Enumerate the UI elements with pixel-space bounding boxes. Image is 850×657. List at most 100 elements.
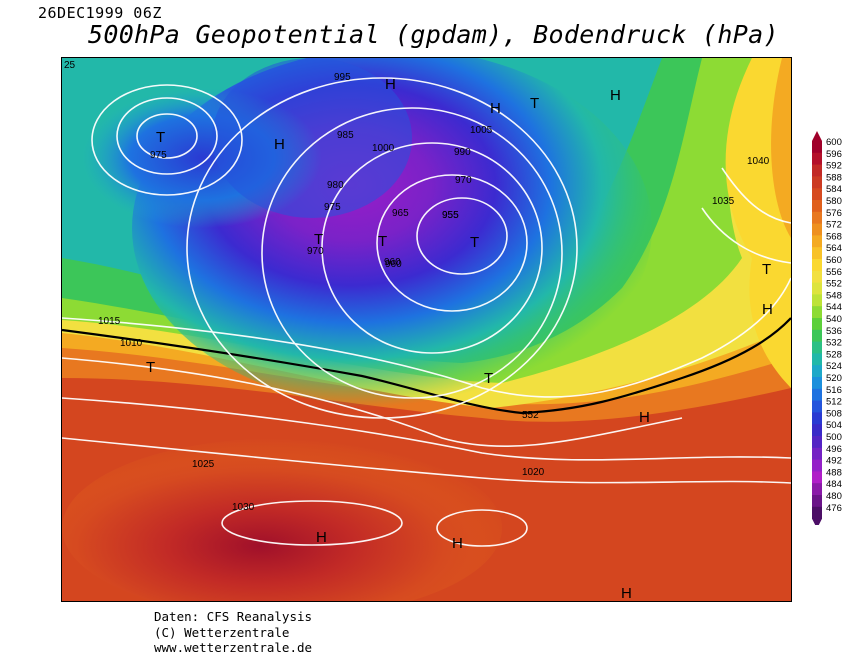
isobar-label: 980 <box>327 180 344 191</box>
legend-color-swatch <box>812 164 822 177</box>
low-center-marker: T <box>484 370 493 387</box>
legend-canvas: 6005965925885845805765725685645605565525… <box>812 131 842 525</box>
legend-bottom-arrow <box>812 518 822 525</box>
legend-value-label: 500 <box>826 432 842 443</box>
low-center-marker: T <box>146 359 155 376</box>
legend-color-swatch <box>812 341 822 354</box>
high-center-marker: H <box>621 585 632 601</box>
legend-color-swatch <box>812 235 822 248</box>
high-center-marker: H <box>490 100 501 117</box>
low-center-value: 975 <box>150 150 167 161</box>
date-time-label: 26DEC1999 06Z <box>38 4 162 22</box>
isobar-label: 1025 <box>192 459 215 470</box>
isobar-label: 552 <box>522 410 539 421</box>
low-center-marker: T <box>378 233 387 250</box>
legend-color-swatch <box>812 377 822 390</box>
legend-color-swatch <box>812 353 822 366</box>
legend-color-swatch <box>812 152 822 166</box>
chart-title: 500hPa Geopotential (gpdam), Bodendruck … <box>88 20 779 49</box>
low-center-marker: T <box>156 129 165 146</box>
legend-color-swatch <box>812 388 822 402</box>
legend-value-label: 580 <box>826 196 842 207</box>
legend-color-swatch <box>812 506 822 520</box>
legend-color-swatch <box>812 483 822 496</box>
data-source-text: Daten: CFS Reanalysis <box>154 609 313 624</box>
high-center-marker: H <box>316 529 327 546</box>
high-center-marker: H <box>385 76 396 93</box>
legend-color-swatch <box>812 318 822 331</box>
legend-color-swatch <box>812 270 822 284</box>
legend-color-swatch <box>812 200 822 213</box>
legend-value-label: 572 <box>826 220 842 231</box>
isobar-label: 985 <box>337 130 354 141</box>
low-center-marker: T <box>530 95 539 112</box>
high-center-marker: H <box>274 136 285 153</box>
isobar-label: 1040 <box>747 156 770 167</box>
legend-value-label: 600 <box>826 137 842 148</box>
isobar-labels: 25 1015 1010 1005 1000 990 985 980 975 9… <box>64 60 770 513</box>
legend-color-swatch <box>812 176 822 189</box>
legend-value-label: 532 <box>826 338 842 349</box>
legend-value-label: 548 <box>826 290 842 301</box>
legend-value-label: 540 <box>826 314 842 325</box>
high-center-marker: H <box>452 535 463 552</box>
isobar-label: 965 <box>392 208 409 219</box>
isobar-label: 960 <box>384 257 401 268</box>
isobar-label: 995 <box>334 72 351 83</box>
isobar-label: 955 <box>442 210 459 221</box>
low-center-marker: T <box>762 261 771 278</box>
legend-value-label: 584 <box>826 184 842 195</box>
footer-credits: Daten: CFS Reanalysis (C) Wetterzentrale… <box>154 609 312 656</box>
legend-color-swatch <box>812 282 822 295</box>
legend-color-swatch <box>812 436 822 449</box>
legend-color-swatch <box>812 294 822 307</box>
legend-value-label: 484 <box>826 479 842 490</box>
isobar-label: 1010 <box>120 338 143 349</box>
pressure-centers: T 975 H H H T H T 970 T 960 T 955 T T H … <box>146 76 773 601</box>
legend-color-swatch <box>812 223 822 236</box>
high-center-marker: H <box>639 409 650 426</box>
high-center-marker: H <box>610 87 621 104</box>
legend-color-swatch <box>812 247 822 260</box>
legend-color-swatch <box>812 259 822 272</box>
legend-color-swatch <box>812 459 822 472</box>
legend-value-label: 516 <box>826 385 842 396</box>
isobar-label: 1015 <box>98 316 121 327</box>
isobar-label: 1000 <box>372 143 395 154</box>
legend-value-label: 564 <box>826 243 842 254</box>
legend-color-swatch <box>812 188 822 201</box>
isobar-label: 1005 <box>470 125 493 136</box>
legend-color-swatch <box>812 412 822 425</box>
map-canvas: 25 1015 1010 1005 1000 990 985 980 975 9… <box>62 58 791 601</box>
legend-value-label: 592 <box>826 161 842 172</box>
legend-color-swatch <box>812 211 822 225</box>
legend-value-label: 528 <box>826 349 842 360</box>
legend-value-label: 492 <box>826 456 842 467</box>
legend-value-label: 576 <box>826 208 842 219</box>
isobar-label: 970 <box>455 175 472 186</box>
legend-value-label: 588 <box>826 172 842 183</box>
legend-value-label: 544 <box>826 302 842 313</box>
high-center-marker: H <box>762 301 773 318</box>
legend-color-swatch <box>812 424 822 437</box>
legend-value-label: 596 <box>826 149 842 160</box>
isobar-label: 990 <box>454 147 471 158</box>
color-scale-legend: 600 596 592 588 584 580 576 572 568 564 560 556 552 5… <box>812 130 850 525</box>
copyright-text: (C) Wetterzentrale <box>154 624 290 640</box>
legend-value-label: 508 <box>826 408 842 419</box>
legend-value-label: 552 <box>826 279 842 290</box>
low-center-value: 960 <box>385 259 402 270</box>
isobar-label: 1030 <box>232 502 255 513</box>
legend-color-swatch <box>812 306 822 319</box>
legend-color-swatch <box>812 400 822 413</box>
isobar-label: 975 <box>324 202 341 213</box>
legend-value-label: 524 <box>826 361 842 372</box>
legend-value-label: 488 <box>826 467 842 478</box>
legend-value-label: 520 <box>826 373 842 384</box>
legend-value-label: 560 <box>826 255 842 266</box>
legend-value-label: 480 <box>826 491 842 502</box>
legend-color-swatch <box>812 447 822 461</box>
isobar-label: 25 <box>64 60 76 71</box>
legend-value-label: 556 <box>826 267 842 278</box>
legend-color-swatch <box>812 329 822 343</box>
